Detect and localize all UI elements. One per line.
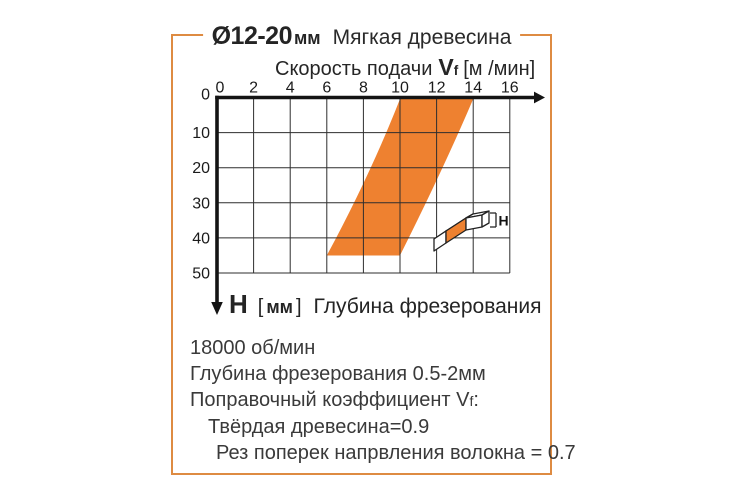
frame-title: Ø12-20 мм Мягкая древесина	[202, 21, 521, 55]
x-tick-label: 0	[216, 80, 225, 97]
coefficient-symbol: V	[456, 389, 470, 411]
coefficient-text: Поправочный коэффициент	[190, 389, 457, 411]
feed-rate-chart: 0 2 4 6 8 10 12 14 16 0 10 20 30 40 50	[192, 80, 545, 315]
x-axis-title-text: Скорость подачи	[275, 58, 433, 80]
x-axis-title: Скорость подачи Vf [м /мин]	[275, 54, 535, 84]
x-tick-label: 6	[322, 80, 331, 97]
coefficient-colon: :	[473, 389, 479, 411]
x-axis-arrowhead	[534, 91, 545, 104]
x-tick-label: 2	[249, 80, 258, 97]
bracket-close: ]	[295, 296, 302, 318]
spec-frame: Ø12-20 мм Мягкая древесина Скорость подачи…	[171, 21, 576, 475]
bracket-open: [	[257, 296, 264, 318]
y-tick-label: 0	[201, 87, 210, 104]
vf-symbol-subscript: f	[453, 63, 459, 78]
workpiece-left-front-face	[433, 230, 447, 252]
note-hardwood-factor: Твёрдая древесина=0.9	[208, 416, 430, 438]
coefficient-symbol-subscript: f	[469, 393, 474, 409]
vf-symbol: V	[438, 54, 454, 80]
h-symbol: H	[229, 289, 248, 319]
x-tick-label: 14	[464, 80, 482, 97]
workpiece-milled-front-face	[445, 217, 467, 244]
title-diameter-unit: мм	[293, 28, 321, 48]
y-tick-label: 10	[192, 125, 210, 142]
y-tick-label: 20	[192, 160, 210, 177]
y-tick-label: 40	[192, 230, 210, 247]
note-correction-coefficient: Поправочный коэффициент Vf:	[190, 387, 576, 414]
note-rpm: 18000 об/мин	[190, 337, 316, 359]
y-axis-arrowhead	[211, 302, 223, 315]
x-tick-label: 16	[501, 80, 519, 97]
x-tick-label: 8	[359, 80, 368, 97]
x-tick-label: 4	[286, 80, 295, 97]
y-axis-title-text: Глубина фрезерования	[313, 295, 542, 318]
y-tick-label: 30	[192, 195, 210, 212]
note-milling-depth: Глубина фрезерования 0.5-2мм	[190, 363, 486, 385]
title-diameter-range: Ø12-20	[211, 22, 293, 50]
workpiece-end-face	[481, 210, 490, 228]
note-cross-grain-factor: Рез поперек напрвления волокна = 0.7	[216, 442, 576, 464]
y-axis-title: H [мм] Глубина фрезерования	[229, 289, 542, 322]
workpiece-h-label: H	[499, 213, 509, 229]
depth-bracket	[490, 212, 497, 228]
x-tick-label: 10	[391, 80, 409, 97]
x-tick-label: 12	[428, 80, 446, 97]
x-axis-unit: [м /мин]	[463, 58, 536, 80]
y-tick-label: 50	[192, 266, 210, 283]
title-material: Мягкая древесина	[332, 26, 512, 49]
workpiece-right-front-face	[465, 214, 483, 231]
workpiece-depth-icon: H	[433, 210, 509, 252]
h-unit: мм	[266, 297, 293, 317]
notes-block: 18000 об/мин Глубина фрезерования 0.5-2м…	[190, 335, 576, 466]
